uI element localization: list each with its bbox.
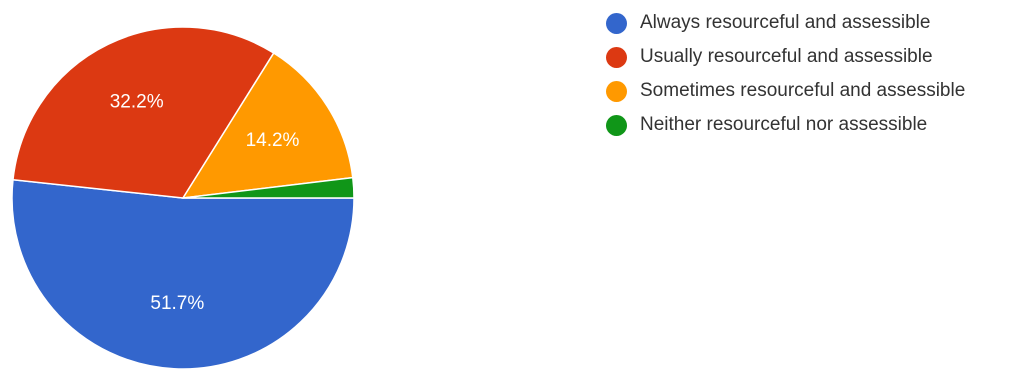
legend-swatch-icon: [606, 13, 627, 34]
legend-item-2[interactable]: Usually resourceful and assessible: [606, 44, 1016, 70]
legend-item-1[interactable]: Always resourceful and assessible: [606, 10, 1016, 36]
legend-label: Usually resourceful and assessible: [640, 46, 933, 67]
legend-swatch-icon: [606, 115, 627, 136]
legend-item-4[interactable]: Neither resourceful nor assessible: [606, 112, 1016, 138]
pie-slice-4[interactable]: [182, 176, 355, 199]
slice-label-3: 14.2%: [246, 130, 300, 151]
legend-swatch-icon: [606, 81, 627, 102]
slice-label-2: 32.2%: [110, 92, 164, 113]
slice-label-1: 51.7%: [150, 293, 204, 314]
legend-label: Sometimes resourceful and assessible: [640, 80, 966, 101]
pie-slice-1[interactable]: [11, 178, 355, 370]
pie-slice-3[interactable]: [181, 52, 354, 199]
legend: Always resourceful and assessible Usually…: [606, 10, 1016, 146]
legend-item-3[interactable]: Sometimes resourceful and assessible: [606, 78, 1016, 104]
legend-swatch-icon: [606, 47, 627, 68]
legend-label: Always resourceful and assessible: [640, 12, 931, 33]
legend-label: Neither resourceful nor assessible: [640, 114, 928, 135]
pie-plot-area: 51.7% 32.2% 14.2%: [11, 26, 355, 370]
pie-slice-2[interactable]: [12, 26, 275, 199]
